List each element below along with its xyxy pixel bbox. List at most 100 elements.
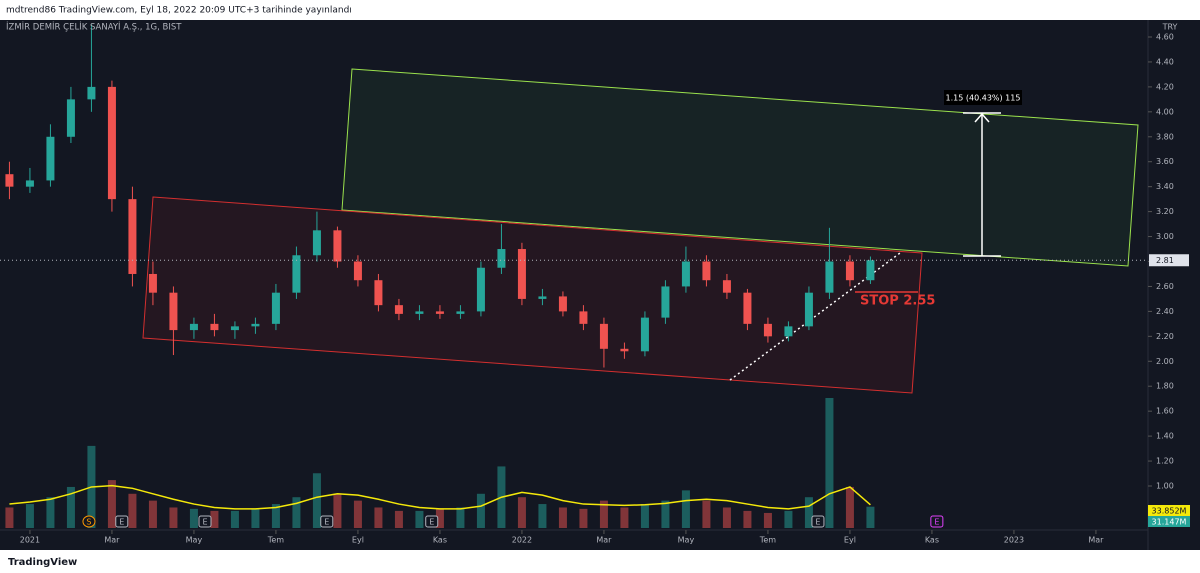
volume-label-bg — [1148, 516, 1190, 527]
stop-label: STOP 2.55 — [860, 294, 935, 309]
volume-bar — [107, 480, 116, 528]
volume-bar — [251, 508, 260, 528]
candle-body — [599, 323, 608, 349]
volume-bar — [517, 497, 526, 528]
event-label: E — [429, 518, 434, 527]
candle-body — [866, 260, 875, 281]
candle-body — [128, 199, 137, 274]
x-tick-label: 2021 — [20, 536, 40, 545]
y-tick-label: 2.20 — [1156, 332, 1174, 341]
event-marker — [115, 515, 129, 528]
y-tick-label: 3.00 — [1156, 232, 1174, 241]
volume-bar — [661, 500, 670, 528]
y-tick-label: 1.00 — [1156, 482, 1174, 491]
candle-body — [476, 267, 485, 312]
x-tick-label: May — [186, 536, 203, 545]
candle-body — [497, 249, 506, 268]
volume-bar — [333, 493, 342, 528]
event-label: E — [119, 518, 124, 527]
candle-body — [722, 280, 731, 293]
candle-body — [681, 261, 690, 287]
volume-bar — [169, 507, 178, 528]
volume-bar — [640, 504, 649, 528]
footer: TradingView — [8, 557, 77, 568]
volume-bar — [353, 500, 362, 528]
event-label: E — [324, 518, 329, 527]
symbol: İZMİR DEMİR ÇELİK SANAYİ A.Ş., 1G, BIST — [6, 22, 182, 33]
header-bg — [0, 0, 1200, 20]
x-tick-label: Mar — [1088, 536, 1104, 545]
x-tick-label: Tem — [759, 536, 776, 545]
x-tick-label: Tem — [267, 536, 284, 545]
volume-bar — [25, 504, 34, 528]
event-marker — [811, 515, 825, 528]
candle-body — [292, 255, 301, 293]
candle-body — [517, 249, 526, 299]
y-tick-label: 3.60 — [1156, 157, 1174, 166]
volume-bar — [46, 497, 55, 528]
volume-bar — [743, 510, 752, 528]
x-tick-label: Mar — [596, 536, 612, 545]
candle-body — [558, 296, 567, 312]
event-marker — [425, 515, 439, 528]
volume-bar — [558, 507, 567, 528]
volume-bar — [784, 510, 793, 528]
ma-label: 33.852M — [1152, 507, 1187, 516]
volume-bar — [128, 493, 137, 528]
candle-body — [825, 261, 834, 293]
x-tick-label: Kas — [433, 536, 447, 545]
candle-body — [394, 305, 403, 314]
volume-bar — [394, 510, 403, 528]
volume-bar — [66, 486, 75, 528]
volume-bar — [538, 504, 547, 528]
candle-body — [661, 286, 670, 318]
volume-bar — [435, 508, 444, 528]
event-marker — [930, 515, 944, 528]
candle-body — [189, 323, 198, 331]
measure-label: 1.15 (40.43%) 115 — [946, 94, 1021, 103]
candle-body — [148, 273, 157, 293]
x-tick-label: 2022 — [512, 536, 532, 545]
y-tick-label: 1.40 — [1156, 432, 1174, 441]
last-price-bg — [1149, 254, 1189, 267]
y-tick-label: 3.80 — [1156, 132, 1174, 141]
y-tick-label: 2.00 — [1156, 357, 1174, 366]
x-tick-label: Eyl — [844, 536, 856, 545]
volume-bar — [230, 510, 239, 528]
event-marker — [198, 515, 212, 528]
y-tick-label: 2.40 — [1156, 307, 1174, 316]
x-tick-label: Kas — [925, 536, 939, 545]
event-label: E — [934, 518, 939, 527]
y-tick-label: 3.20 — [1156, 207, 1174, 216]
candle-body — [87, 86, 96, 100]
volume-bar — [476, 493, 485, 528]
y-tick-label: 4.40 — [1156, 57, 1174, 66]
volume-bar — [722, 507, 731, 528]
volume-bar — [374, 507, 383, 528]
measure-label-bg — [944, 90, 1022, 105]
candle-body — [353, 261, 362, 281]
event-marker — [82, 515, 96, 528]
volume-bar — [292, 497, 301, 528]
arrow-head — [974, 112, 990, 123]
chart-bg — [0, 20, 1200, 550]
event-label: S — [86, 518, 91, 527]
candle-body — [743, 292, 752, 324]
candle-body — [640, 317, 649, 352]
volume-bar — [804, 497, 813, 528]
candle-body — [579, 311, 588, 324]
y-tick-label: 3.40 — [1156, 182, 1174, 191]
candle-body — [210, 323, 219, 331]
volume-bar — [579, 508, 588, 528]
target-channel — [341, 68, 1139, 267]
volume-ma — [9, 484, 871, 510]
candle-body — [169, 292, 178, 331]
candle-body — [107, 86, 116, 200]
volume-bar — [620, 507, 629, 528]
footer-bg — [0, 550, 1200, 573]
candle-body — [620, 348, 629, 352]
y-tick-label: 1.20 — [1156, 457, 1174, 466]
candle-body — [702, 261, 711, 281]
